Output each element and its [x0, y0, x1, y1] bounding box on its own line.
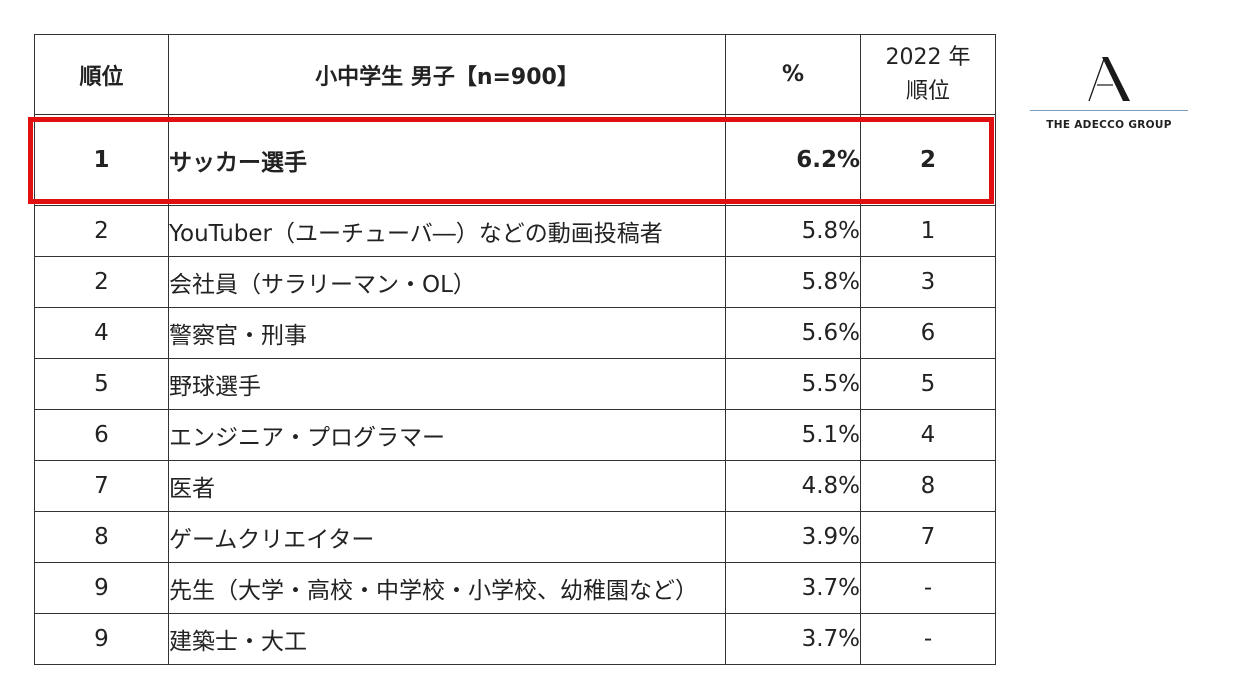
table-row: 9 建築士・大工 3.7% - [34, 613, 996, 665]
prev-rank-cell: 7 [860, 511, 996, 563]
header-percent: % [725, 34, 861, 115]
rank-cell: 5 [34, 358, 169, 410]
job-cell: 建築士・大工 [168, 613, 726, 665]
rank-cell: 6 [34, 409, 169, 461]
job-cell: 会社員（サラリーマン・OL） [168, 256, 726, 308]
table-header-row: 順位 小中学生 男子【n=900】 % 2022 年 順位 [34, 34, 996, 115]
table-row: 2 YouTuber（ユーチューバ―）などの動画投稿者 5.8% 1 [34, 205, 996, 257]
rank-cell: 9 [34, 562, 169, 614]
percent-cell: 5.6% [725, 307, 861, 359]
percent-cell: 4.8% [725, 460, 861, 512]
header-prev-year-line1: 2022 年 [885, 44, 971, 70]
job-cell: 警察官・刑事 [168, 307, 726, 359]
job-cell: ゲームクリエイター [168, 511, 726, 563]
rank-cell: 9 [34, 613, 169, 665]
prev-rank-cell: 1 [860, 205, 996, 257]
rank-cell: 8 [34, 511, 169, 563]
rank-cell: 7 [34, 460, 169, 512]
percent-cell: 3.7% [725, 613, 861, 665]
header-prev-year: 2022 年 順位 [860, 34, 996, 115]
percent-cell: 5.8% [725, 256, 861, 308]
rank-cell: 1 [34, 114, 169, 206]
rank-cell: 4 [34, 307, 169, 359]
logo-divider [1030, 110, 1188, 111]
table-row: 9 先生（大学・高校・中学校・小学校、幼稚園など） 3.7% - [34, 562, 996, 614]
table-row: 8 ゲームクリエイター 3.9% 7 [34, 511, 996, 563]
table-row: 4 警察官・刑事 5.6% 6 [34, 307, 996, 359]
header-rank: 順位 [34, 34, 169, 115]
percent-cell: 5.1% [725, 409, 861, 461]
job-cell: 野球選手 [168, 358, 726, 410]
table-row: 6 エンジニア・プログラマー 5.1% 4 [34, 409, 996, 461]
table-row: 5 野球選手 5.5% 5 [34, 358, 996, 410]
prev-rank-cell: 8 [860, 460, 996, 512]
percent-cell: 5.5% [725, 358, 861, 410]
ranking-table: 順位 小中学生 男子【n=900】 % 2022 年 順位 1 サッカー選手 6… [34, 34, 996, 665]
job-cell: サッカー選手 [168, 114, 726, 206]
percent-cell: 3.9% [725, 511, 861, 563]
adecco-a-logo-icon [1088, 57, 1130, 102]
header-prev-year-line2: 順位 [905, 78, 950, 104]
logo-wordmark: THE ADECCO GROUP [1046, 119, 1172, 131]
prev-rank-cell: 3 [860, 256, 996, 308]
job-cell: YouTuber（ユーチューバ―）などの動画投稿者 [168, 205, 726, 257]
prev-rank-cell: 5 [860, 358, 996, 410]
percent-cell: 5.8% [725, 205, 861, 257]
rank-cell: 2 [34, 256, 169, 308]
prev-rank-cell: 2 [860, 114, 996, 206]
table-row: 2 会社員（サラリーマン・OL） 5.8% 3 [34, 256, 996, 308]
table-row: 1 サッカー選手 6.2% 2 [34, 114, 996, 206]
rank-cell: 2 [34, 205, 169, 257]
prev-rank-cell: 6 [860, 307, 996, 359]
prev-rank-cell: - [860, 613, 996, 665]
adecco-logo: THE ADECCO GROUP [1030, 55, 1188, 145]
table-row: 7 医者 4.8% 8 [34, 460, 996, 512]
percent-cell: 3.7% [725, 562, 861, 614]
job-cell: 医者 [168, 460, 726, 512]
job-cell: 先生（大学・高校・中学校・小学校、幼稚園など） [168, 562, 726, 614]
job-cell: エンジニア・プログラマー [168, 409, 726, 461]
header-category: 小中学生 男子【n=900】 [168, 34, 726, 115]
percent-cell: 6.2% [725, 114, 861, 206]
prev-rank-cell: 4 [860, 409, 996, 461]
prev-rank-cell: - [860, 562, 996, 614]
